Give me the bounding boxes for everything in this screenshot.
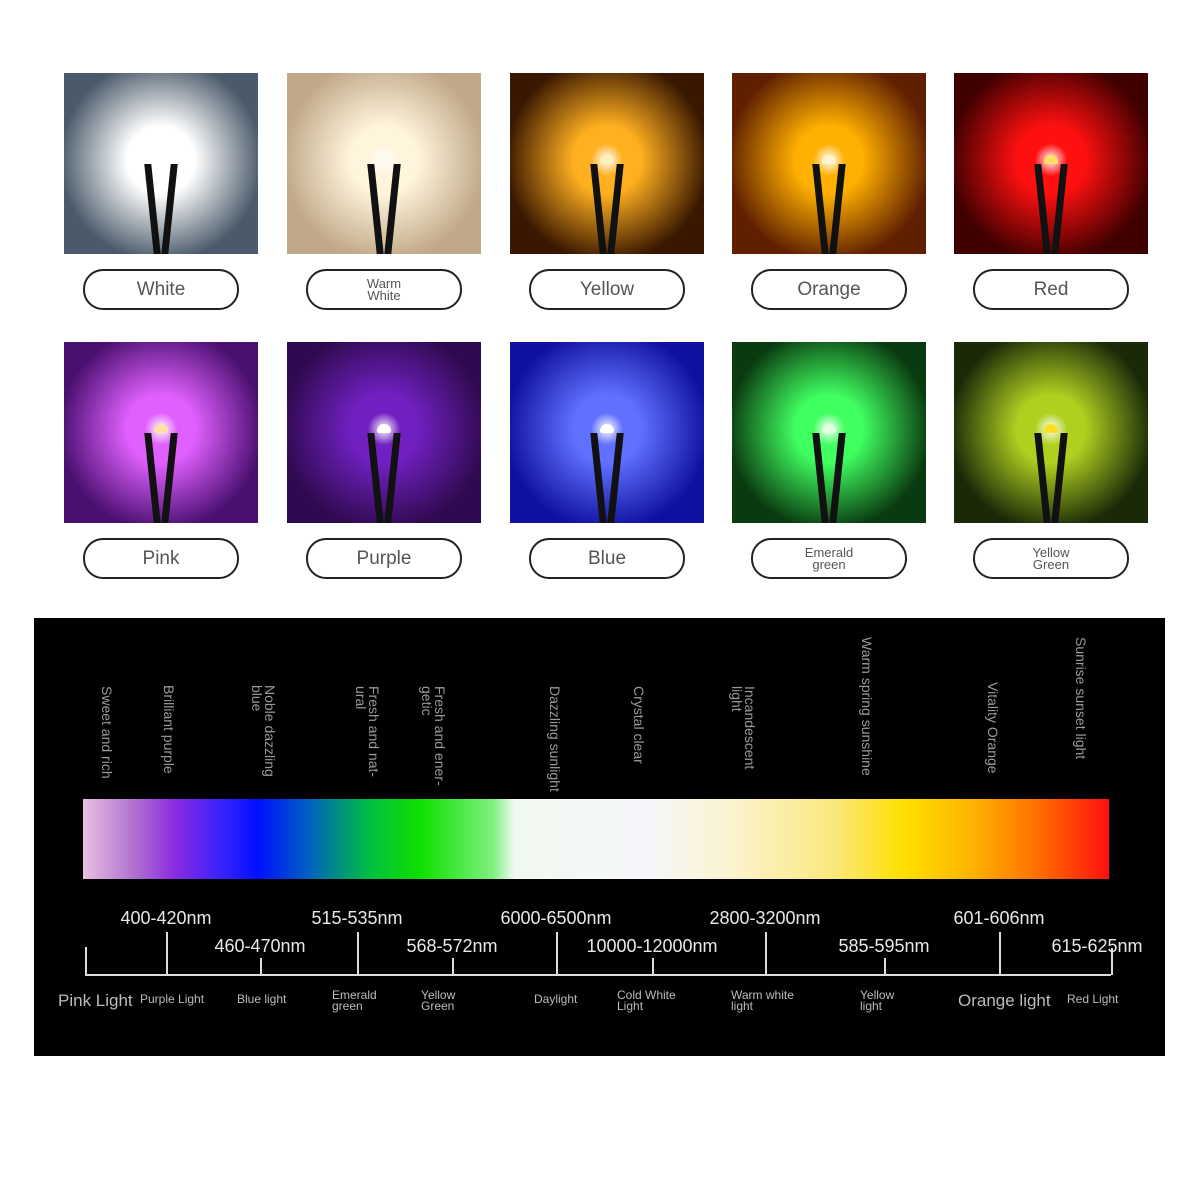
tweezers-icon	[809, 164, 849, 254]
color-label-pill: White	[83, 269, 239, 310]
led-photo-purple	[287, 342, 481, 523]
light-name: Blue light	[237, 992, 287, 1006]
wavelength-label: 400-420nm	[120, 908, 212, 928]
scale-baseline	[85, 974, 1111, 976]
led-chip-icon	[377, 424, 391, 433]
spectrum-description: Warm spring sunshine	[859, 637, 875, 776]
wavelength-label: 460-470nm	[214, 936, 306, 956]
wavelength-label: 10000-12000nm	[586, 936, 718, 956]
scale-tick	[452, 958, 454, 975]
spectrum-description: Noble dazzling blue	[249, 685, 278, 777]
led-photo-orange	[732, 73, 926, 254]
scale-tick	[652, 958, 654, 975]
led-chip-icon	[1044, 424, 1058, 433]
color-label-pill: Emerald green	[751, 538, 907, 579]
scale-tick	[999, 932, 1001, 975]
light-name: Yellow Green	[421, 988, 456, 1013]
tweezers-icon	[1031, 433, 1071, 523]
tweezers-icon	[809, 433, 849, 523]
wavelength-label: 2800-3200nm	[709, 908, 821, 928]
tweezers-icon	[587, 433, 627, 523]
spectrum-description: Sunrise sunset light	[1073, 637, 1089, 760]
spectrum-description: Incandescent light	[729, 686, 758, 770]
scale-tick	[884, 958, 886, 975]
led-photo-emerald-green	[732, 342, 926, 523]
color-label-pill: Yellow Green	[973, 538, 1129, 579]
scale-tick	[260, 958, 262, 975]
led-chip-icon	[822, 155, 836, 164]
color-label-pill: Blue	[529, 538, 685, 579]
color-label-pill: Red	[973, 269, 1129, 310]
led-chip-icon	[154, 155, 168, 164]
light-name: Orange light	[958, 991, 1051, 1010]
light-name: Daylight	[534, 992, 578, 1006]
scale-tick	[556, 932, 558, 975]
led-chip-icon	[600, 155, 614, 164]
scale-tick	[357, 932, 359, 975]
led-chip-icon	[1044, 155, 1058, 164]
light-name: Purple Light	[140, 992, 205, 1006]
light-name: Pink Light	[58, 991, 133, 1010]
led-photo-yellow	[510, 73, 704, 254]
wavelength-label: 585-595nm	[838, 936, 930, 956]
led-chip-icon	[154, 424, 168, 433]
led-photo-red	[954, 73, 1148, 254]
tweezers-icon	[364, 433, 404, 523]
spectrum-description: Crystal clear	[631, 686, 647, 764]
led-photo-yellow-green	[954, 342, 1148, 523]
wavelength-label: 601-606nm	[953, 908, 1045, 928]
led-chip-icon	[600, 424, 614, 433]
color-label-pill: Purple	[306, 538, 462, 579]
light-name: Warm white light	[731, 988, 794, 1013]
spectrum-description: Vitality Orange	[985, 682, 1001, 774]
light-name: Yellow light	[860, 988, 895, 1013]
spectrum-description: Sweet and rich	[99, 686, 115, 779]
scale-tick	[166, 932, 168, 975]
spectrum-description: Fresh and nat- ural	[353, 686, 382, 778]
spectrum-description: Dazzling sunlight	[547, 686, 563, 792]
spectrum-description: Brilliant purple	[161, 685, 177, 774]
color-label-pill: Yellow	[529, 269, 685, 310]
color-label-pill: Orange	[751, 269, 907, 310]
led-photo-pink	[64, 342, 258, 523]
color-label-pill: Pink	[83, 538, 239, 579]
scale-tick	[1111, 948, 1113, 975]
color-label-pill: Warm White	[306, 269, 462, 310]
scale-tick	[765, 932, 767, 975]
tweezers-icon	[141, 433, 181, 523]
tweezers-icon	[364, 164, 404, 254]
wavelength-label: 615-625nm	[1051, 936, 1143, 956]
led-photo-white	[64, 73, 258, 254]
led-chip-icon	[377, 155, 391, 164]
tweezers-icon	[587, 164, 627, 254]
tweezers-icon	[141, 164, 181, 254]
wavelength-label: 515-535nm	[311, 908, 403, 928]
wavelength-label: 6000-6500nm	[500, 908, 612, 928]
led-photo-warm-white	[287, 73, 481, 254]
spectrum-panel: Sweet and rich Brilliant purple Noble dazz…	[34, 618, 1165, 1056]
light-name: Red Light	[1067, 992, 1119, 1006]
wavelength-label: 568-572nm	[406, 936, 498, 956]
led-photo-blue	[510, 342, 704, 523]
tweezers-icon	[1031, 164, 1071, 254]
color-spectrum-bar	[83, 799, 1109, 879]
spectrum-description: Fresh and ener- getic	[419, 686, 448, 786]
scale-tick	[85, 947, 87, 975]
light-name: Emerald green	[332, 988, 377, 1013]
led-chip-icon	[822, 424, 836, 433]
light-name: Cold White Light	[617, 988, 676, 1013]
